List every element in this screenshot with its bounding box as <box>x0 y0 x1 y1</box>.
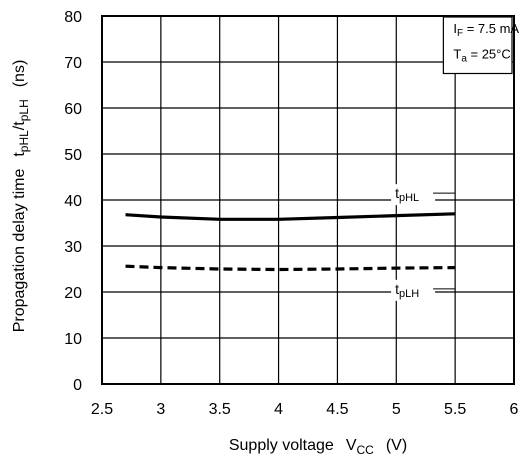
x-axis-label: Supply voltage VCC (V) <box>229 437 407 457</box>
svg-text:tpLH: tpLH <box>395 281 419 300</box>
series-label-tplh: tpLH <box>391 279 456 301</box>
x-tick-label: 3 <box>156 401 165 418</box>
x-tick-label: 6 <box>510 401 519 418</box>
y-tick-label: 30 <box>64 239 82 256</box>
conditions-box: IF = 7.5 mA Ta = 25°C <box>442 16 519 75</box>
y-tick-label: 50 <box>64 147 82 164</box>
plot-frame <box>101 15 515 385</box>
y-axis-label: Propagation delay timetpHL/tpLH(ns) <box>11 60 31 333</box>
series-line-tpHL <box>125 212 456 221</box>
x-tick-label: 5 <box>392 401 401 418</box>
y-tick-label: 70 <box>64 55 82 72</box>
y-tick-label: 0 <box>73 377 82 394</box>
series-line-tpLH <box>125 264 456 272</box>
series-labels: tpHL tpLH <box>391 184 456 301</box>
y-tick-label: 40 <box>64 193 82 210</box>
y-tick-label: 10 <box>64 331 82 348</box>
svg-text:tpHL: tpHL <box>395 185 419 204</box>
series-group <box>125 212 456 272</box>
y-tick-label: 80 <box>64 9 82 26</box>
y-tick-label: 20 <box>64 285 82 302</box>
x-tick-label: 2.5 <box>91 401 113 418</box>
x-tick-label: 5.5 <box>444 401 466 418</box>
series-label-tphl: tpHL <box>391 184 456 206</box>
conditions-frame <box>442 16 513 75</box>
condition-if: IF = 7.5 mA <box>453 21 519 39</box>
x-tick-label: 4 <box>274 401 283 418</box>
x-tick-label: 4.5 <box>326 401 348 418</box>
y-tick-label: 60 <box>64 101 82 118</box>
condition-ta: Ta = 25°C <box>453 46 510 64</box>
x-tick-label: 3.5 <box>209 401 231 418</box>
